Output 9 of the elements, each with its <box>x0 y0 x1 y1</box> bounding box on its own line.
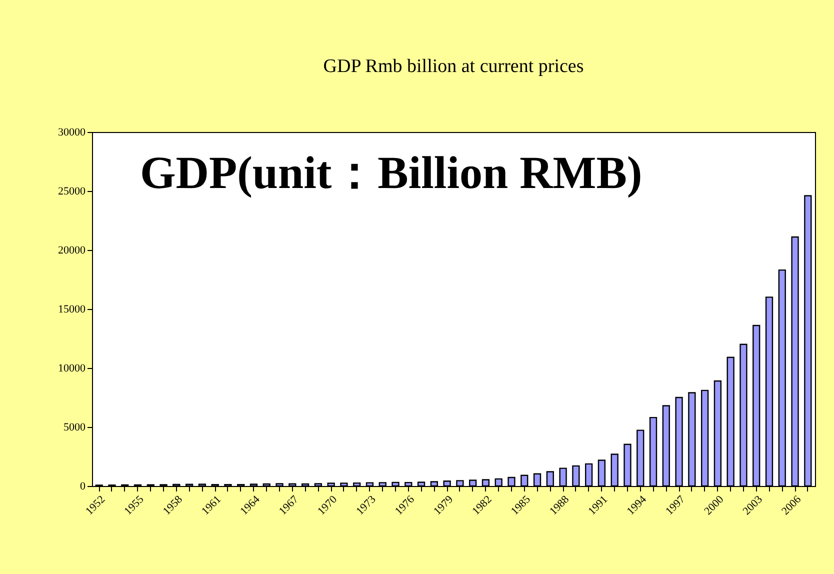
y-tick-label: 20000 <box>58 244 86 256</box>
annotation: GDP(unit：Billion RMB) <box>140 147 642 198</box>
y-tick-label: 0 <box>80 480 86 492</box>
y-tick-label: 10000 <box>58 362 86 374</box>
y-tick-label: 30000 <box>58 126 86 138</box>
y-tick-label: 25000 <box>58 186 86 198</box>
y-tick-label: 15000 <box>58 304 86 316</box>
y-tick-label: 5000 <box>64 422 86 434</box>
chart-title: GDP Rmb billion at current prices <box>323 56 584 77</box>
